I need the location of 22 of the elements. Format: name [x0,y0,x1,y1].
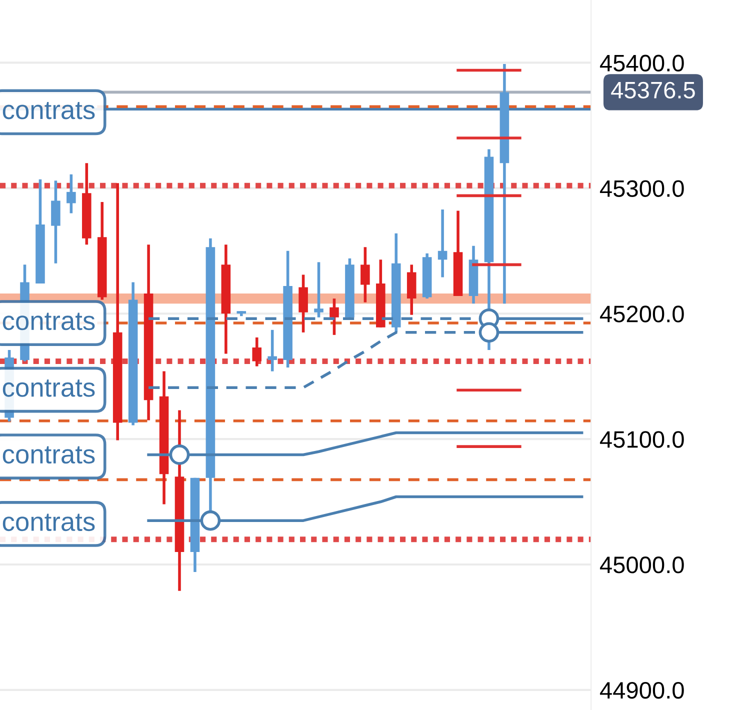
candlestick [330,297,339,336]
y-tick-label: 45000.0 [600,556,684,574]
point [478,322,500,343]
annotation: contrats [2,514,95,532]
candlestick [268,328,277,373]
y-tick-label: 45100.0 [600,431,684,448]
y-tick-label: 45300.0 [600,180,684,197]
y-tick-label: 45200.0 [600,306,684,322]
y-tick-label: 44900.0 [600,682,684,699]
point [200,510,221,531]
candlestick [314,260,324,319]
annotation: contrats [2,380,95,397]
candlestick [360,246,370,304]
candlestick [252,336,262,368]
annotation: contrats [2,446,95,464]
ref-line-label: 45376.5 [611,82,695,99]
annotation: contrats [2,102,95,120]
y-tick-label: 45400.0 [600,54,684,72]
candlestick [66,172,76,215]
candlestick [438,208,448,279]
annotation: contrats [2,312,95,330]
point [169,444,190,465]
